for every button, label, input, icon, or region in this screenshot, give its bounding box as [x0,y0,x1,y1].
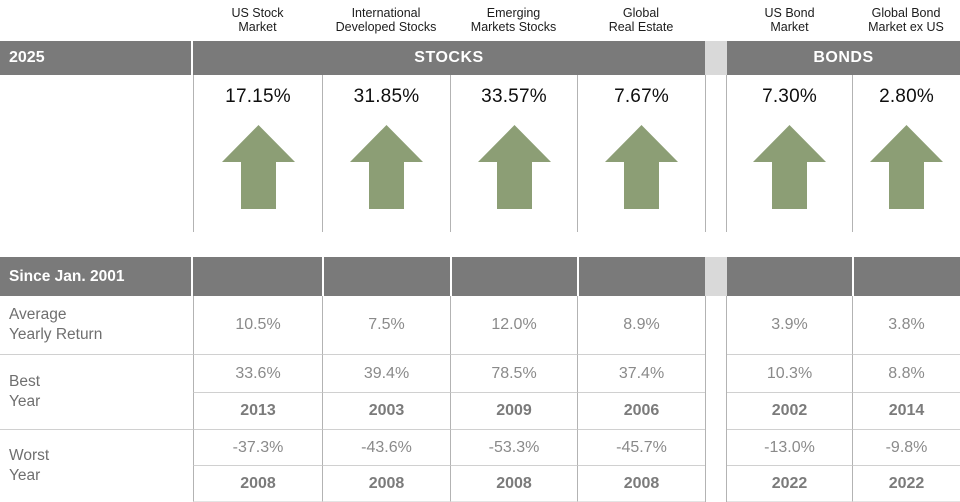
bar-segment [193,257,322,296]
return-value: 7.67% [614,86,669,107]
return-cell-emerging-markets: 33.57% [450,75,577,232]
average-return-cell: 10.5% [193,296,322,355]
return-value: 7.30% [762,86,817,107]
best-return-cell: 10.3% [727,355,852,393]
worst-year-cell: 2022 [852,466,960,502]
worst-return-cell: -9.8% [852,430,960,466]
worst-year-cell: 2008 [322,466,450,502]
row-label-worst-year: Worst Year [9,447,50,484]
return-cell-intl-developed: 31.85% [322,75,450,232]
worst-year-cell: 2008 [193,466,322,502]
average-return-cell: 3.9% [727,296,852,355]
return-cell-global-real-estate: 7.67% [577,75,705,232]
stocks-group-label: STOCKS [193,41,705,75]
header-emerging-markets: Emerging Markets Stocks [470,5,557,35]
best-year-cell: 2003 [322,393,450,430]
bar-segment [577,257,705,296]
average-return-cell: 12.0% [450,296,577,355]
up-arrow-icon [350,125,423,209]
return-cell-us-bond: 7.30% [727,75,852,232]
column-headers: US Stock Market International Developed … [0,0,960,41]
worst-year-cell: 2022 [727,466,852,502]
return-value: 2.80% [879,86,934,107]
worst-return-cell: -45.7% [577,430,705,466]
row-label-average-yearly-return: Average Yearly Return [0,296,193,355]
return-value: 31.85% [353,86,420,107]
up-arrow-icon [477,125,551,209]
row-label-best-year: Best Year [0,355,193,430]
worst-return-cell: -43.6% [322,430,450,466]
best-return-cell: 39.4% [322,355,450,393]
section-spacer [705,296,727,502]
worst-year-cell: 2008 [577,466,705,502]
worst-return-cell: -53.3% [450,430,577,466]
header-global-bond-ex-us: Global Bond Market ex US [868,5,944,35]
bar-segment [852,257,960,296]
since-2001-bar: Since Jan. 2001 [0,257,960,296]
best-year-cell: 2014 [852,393,960,430]
up-arrow-icon [870,125,943,209]
bar-segment [322,257,450,296]
best-year-cell: 2013 [193,393,322,430]
best-year-cell: 2002 [727,393,852,430]
bar-segment [727,257,852,296]
average-return-cell: 8.9% [577,296,705,355]
return-cell-global-bond-ex-us: 2.80% [852,75,960,232]
return-value: 33.57% [481,86,547,107]
group-divider [705,257,727,296]
up-arrow-icon [753,125,826,209]
average-return-cell: 7.5% [322,296,450,355]
year-group-bar: 2025 STOCKS BONDS [0,41,960,75]
best-return-cell: 33.6% [193,355,322,393]
group-divider [705,41,727,75]
average-return-cell: 3.8% [852,296,960,355]
header-us-stock-market: US Stock Market [231,5,284,35]
header-intl-developed-stocks: International Developed Stocks [335,5,437,35]
worst-year-cell: 2008 [450,466,577,502]
section-gap [0,232,960,257]
returns-2025-row: 17.15% 31.85% 33.57% 7.67% 7.30% 2.80% [0,75,960,232]
return-cell-us-stock: 17.15% [193,75,322,232]
header-us-bond-market: US Bond Market [764,5,815,35]
best-return-cell: 78.5% [450,355,577,393]
return-value: 17.15% [225,86,291,107]
best-year-cell: 2006 [577,393,705,430]
best-year-cell: 2009 [450,393,577,430]
up-arrow-icon [605,125,678,209]
historical-stats-table: Average Yearly Return Best Year Worst Ye… [0,296,960,502]
year-label: 2025 [0,41,193,75]
bar-segment [450,257,577,296]
best-return-cell: 37.4% [577,355,705,393]
up-arrow-icon [221,125,295,209]
since-label: Since Jan. 2001 [0,257,193,296]
best-return-cell: 8.8% [852,355,960,393]
header-global-real-estate: Global Real Estate [608,5,674,35]
worst-return-cell: -37.3% [193,430,322,466]
section-spacer [705,75,727,232]
worst-return-cell: -13.0% [727,430,852,466]
bonds-group-label: BONDS [727,41,960,75]
